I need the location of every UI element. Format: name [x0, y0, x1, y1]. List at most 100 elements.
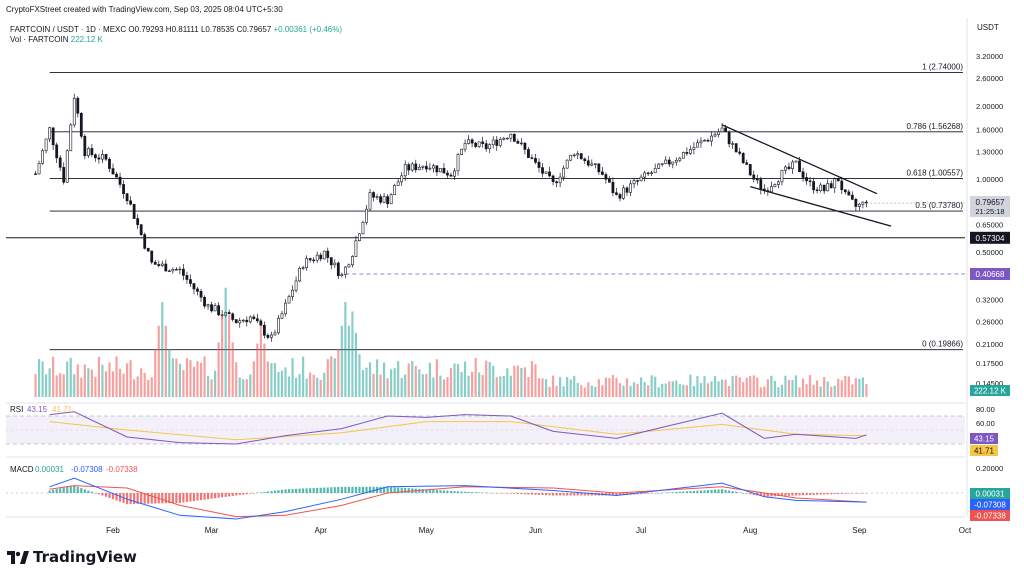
volume-bar: [752, 375, 755, 397]
macd-histogram-bar: [196, 493, 199, 501]
candle-up: [569, 154, 573, 161]
volume-bar: [266, 361, 270, 397]
volume-bar: [456, 364, 460, 397]
candle-up: [48, 127, 52, 140]
candle-up: [826, 183, 830, 192]
macd-histogram-bar: [618, 493, 622, 496]
candle-down: [534, 158, 537, 163]
volume-bar: [284, 367, 287, 397]
macd-histogram-bar: [256, 492, 259, 494]
volume-bar: [319, 379, 322, 397]
candle-down: [618, 194, 622, 199]
volume-bar: [235, 362, 238, 397]
macd-histogram-bar: [249, 493, 252, 494]
candle-down: [336, 262, 340, 277]
candle-down: [192, 283, 196, 290]
volume-bar: [594, 386, 597, 397]
candle-up: [780, 169, 784, 183]
volume-bar: [636, 383, 639, 397]
candle-up: [558, 176, 562, 184]
macd-histogram-bar: [664, 492, 667, 494]
candle-down: [407, 164, 411, 171]
candle-up: [382, 196, 386, 203]
candle-down: [812, 181, 816, 191]
volume-bar: [411, 361, 414, 397]
volume-bar: [347, 325, 350, 397]
candle-down: [470, 139, 474, 144]
macd-histogram-bar: [361, 486, 365, 493]
candle-up: [270, 334, 273, 338]
volume-bar: [657, 387, 660, 397]
candle-down: [608, 179, 611, 183]
macd-histogram-bar: [235, 493, 238, 496]
change-value: +0.00361 (+0.46%): [273, 25, 343, 34]
volume-bar: [559, 377, 562, 397]
macd-histogram-bar: [735, 491, 738, 493]
macd-histogram-bar: [770, 493, 773, 497]
volume-bar: [221, 315, 224, 397]
macd-histogram-bar: [816, 493, 819, 495]
macd-histogram-bar: [228, 493, 231, 497]
volume-bar: [724, 379, 727, 397]
candle-down: [153, 261, 157, 265]
macd-histogram-bar: [400, 487, 403, 493]
volume-bar: [805, 384, 808, 397]
volume-bar: [569, 379, 572, 397]
candle-down: [308, 258, 312, 261]
macd-histogram-bar: [287, 489, 291, 493]
macd-histogram-bar: [192, 493, 196, 502]
volume-bar: [580, 385, 583, 397]
macd-histogram-bar: [323, 487, 326, 493]
candle-down: [597, 163, 601, 173]
volume-bar: [312, 374, 315, 397]
ohlc-legend: FARTCOIN / USDT · 1D · MEXC O0.79293 H0.…: [10, 25, 342, 34]
candle-up: [681, 152, 685, 159]
candle-down: [734, 143, 738, 153]
volume-bar: [122, 373, 125, 397]
candle-up: [72, 97, 76, 126]
macd-histogram-bar: [749, 493, 752, 495]
macd-histogram-bar: [111, 493, 115, 500]
volume-bar: [203, 356, 206, 397]
price-tick-label: 0.17500: [976, 359, 1003, 368]
volume-bar: [125, 363, 129, 397]
price-tick-label: 0.32000: [976, 295, 1003, 304]
macd-histogram-bar: [347, 486, 350, 493]
rsi-ma-tag: [970, 445, 998, 456]
volume-bar: [66, 361, 69, 397]
last-price-tag: [970, 196, 1010, 218]
macd-histogram-bar: [675, 491, 678, 493]
volume-bar: [104, 371, 108, 397]
volume-bar: [682, 384, 685, 397]
time-tick-label: Mar: [205, 526, 219, 535]
macd-histogram-bar: [713, 489, 717, 493]
volume-bar: [830, 386, 833, 397]
macd-histogram-bar: [333, 487, 336, 493]
candle-down: [62, 167, 66, 183]
volume-bar: [551, 375, 555, 397]
candle-down: [548, 171, 551, 177]
macd-histogram-bar: [421, 489, 424, 493]
macd-histogram-bar: [858, 493, 861, 494]
volume-bar: [62, 374, 65, 397]
candle-up: [505, 137, 509, 140]
candle-down: [822, 184, 826, 192]
volume-bar: [154, 349, 157, 397]
candle-down: [604, 174, 608, 180]
candle-down: [414, 163, 418, 171]
rsi-ma-tag-label: 41.71: [974, 447, 995, 456]
macd-histogram-bar: [358, 486, 361, 493]
macd-histogram-bar: [647, 493, 650, 494]
macd-histogram-bar: [382, 486, 386, 493]
macd-histogram-bar: [294, 488, 298, 493]
candle-up: [502, 137, 506, 140]
volume-bar: [625, 378, 629, 397]
macd-histogram-bar: [534, 493, 537, 495]
price-tick-label: 2.60000: [976, 74, 1003, 83]
candle-down: [798, 160, 801, 173]
volume-bar: [354, 332, 358, 397]
volume-bar: [604, 377, 607, 397]
macd-histogram-bar: [823, 493, 826, 495]
rsi-tick-label: 60.00: [976, 419, 995, 428]
open-value: 0.79293: [134, 25, 164, 34]
